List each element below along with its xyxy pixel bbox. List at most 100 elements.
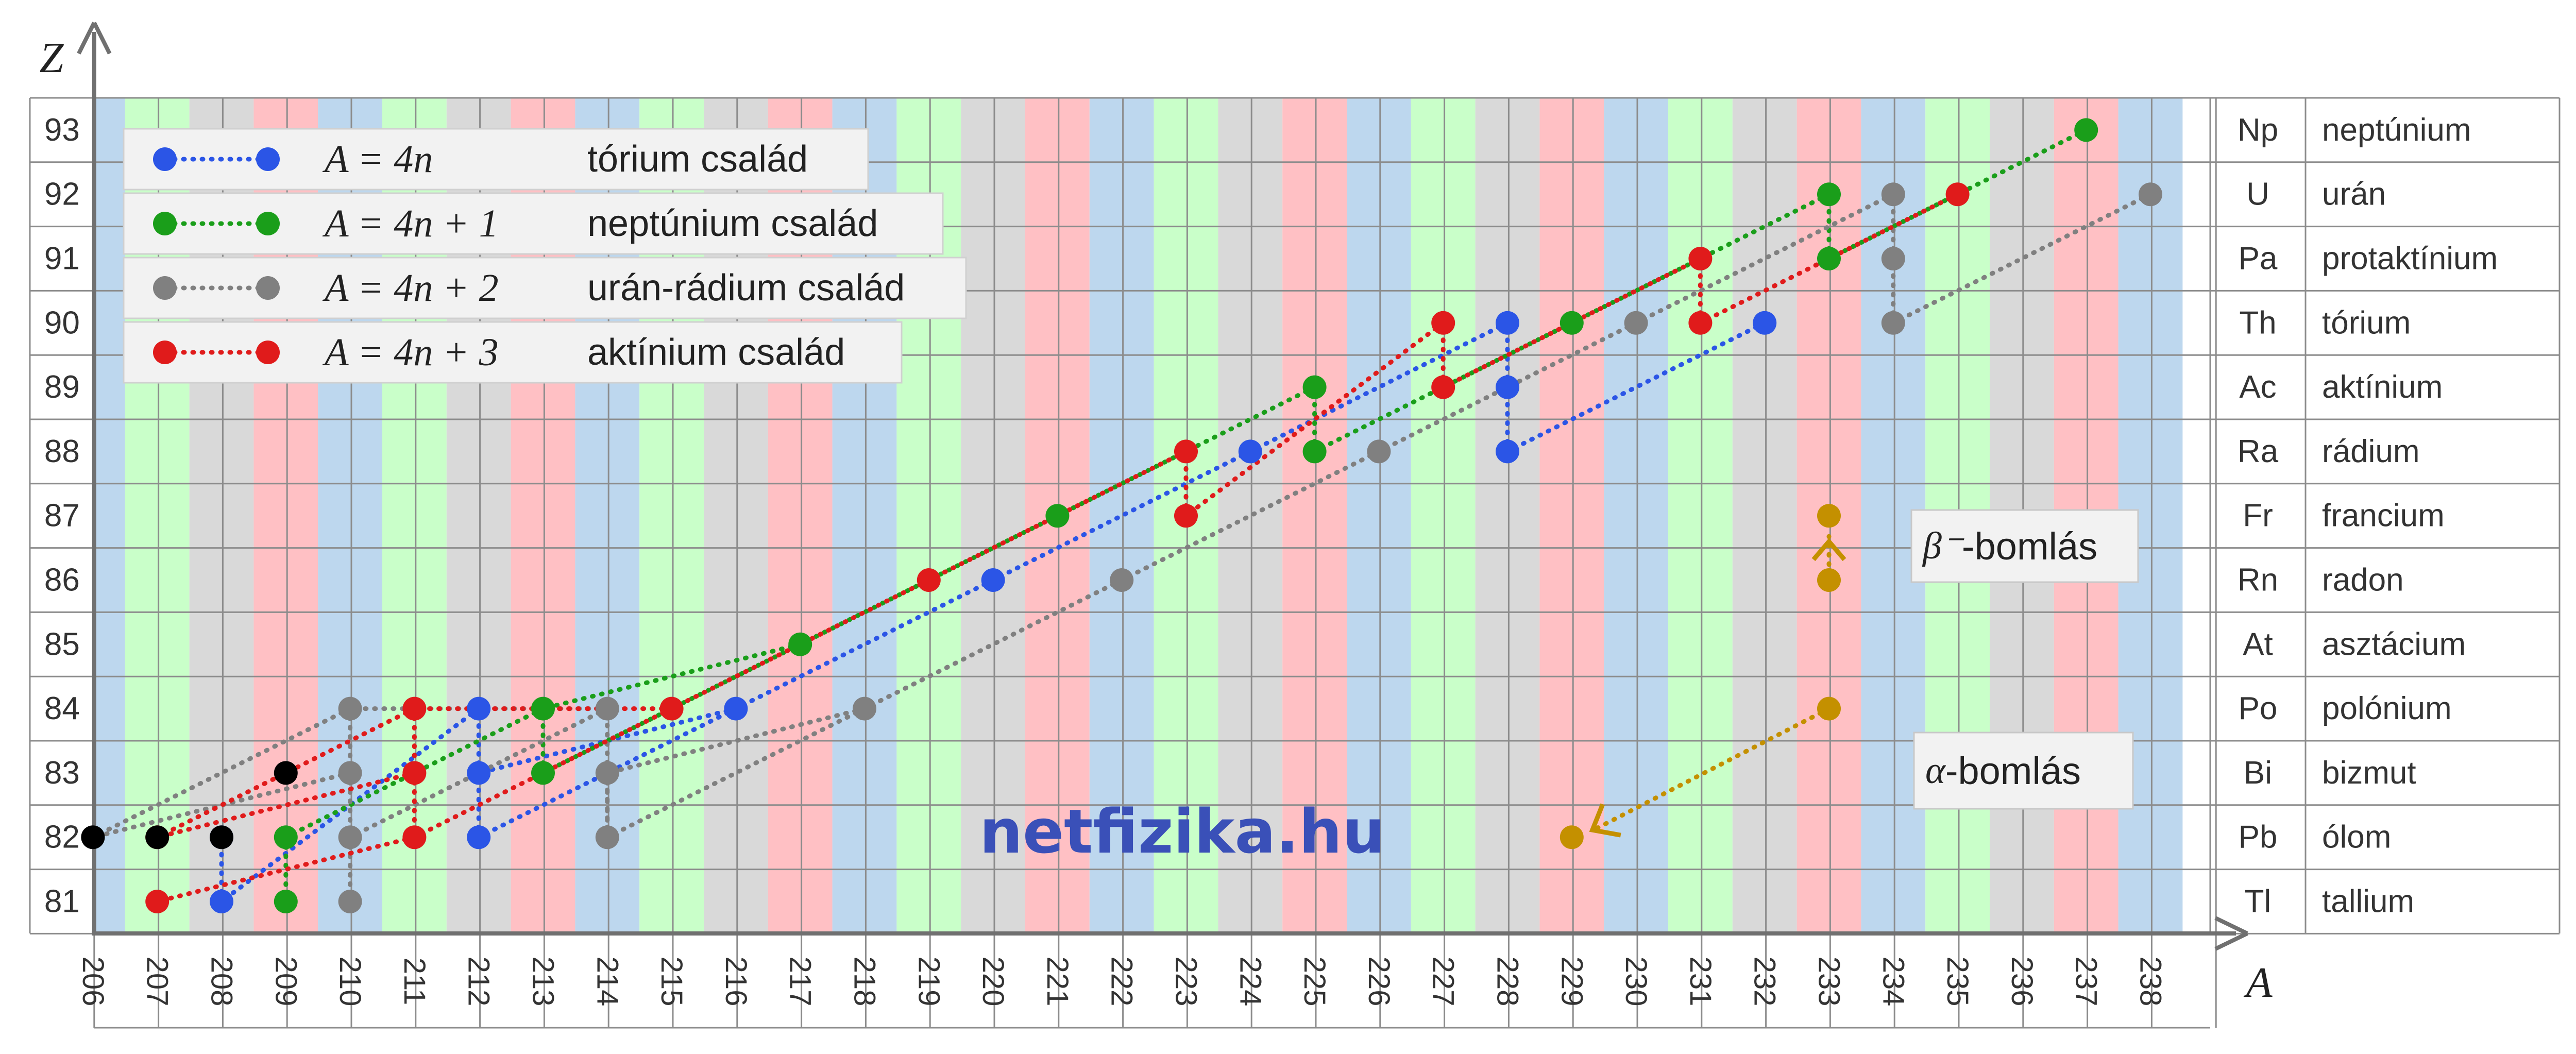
x-axis-label: A — [2243, 959, 2273, 1007]
element-name: neptúnium — [2322, 112, 2471, 148]
alpha-decay-link — [1891, 192, 2153, 326]
alpha-decay-box — [1913, 732, 2134, 810]
legend-entry-3: A = 4n + 3 aktínium család — [123, 321, 903, 384]
data-point — [338, 825, 362, 849]
x-tick-label: 217 — [784, 957, 817, 1007]
z-tick-label: 86 — [44, 563, 80, 598]
column-bg-231 — [1668, 98, 1733, 933]
alpha-decay-link — [1183, 320, 1446, 518]
x-tick-label: 228 — [1491, 957, 1524, 1007]
data-point — [788, 632, 812, 656]
alpha-decay-link — [1119, 449, 1381, 583]
alpha-decay-link — [605, 706, 867, 840]
element-name: urán — [2322, 177, 2386, 212]
x-tick-label: 224 — [1233, 957, 1267, 1007]
data-point — [402, 825, 427, 849]
beta-decay-link — [155, 835, 417, 904]
element-symbol: Fr — [2243, 498, 2273, 534]
watermark-text: netfizika.hu — [979, 796, 1385, 867]
data-point — [1945, 182, 1970, 207]
data-point — [724, 696, 748, 721]
column-bg-230 — [1604, 98, 1668, 933]
series-points-1 — [274, 118, 2098, 913]
data-point — [595, 825, 619, 849]
data-point — [1496, 439, 1519, 464]
element-symbol: Rn — [2238, 563, 2278, 598]
data-point — [531, 696, 555, 721]
column-bg-229 — [1539, 98, 1604, 933]
z-tick-label: 85 — [44, 626, 80, 662]
data-point — [1753, 311, 1777, 335]
data-point — [1817, 182, 1841, 207]
alpha-decay-link — [926, 449, 1189, 583]
element-name: bizmut — [2322, 755, 2416, 791]
x-tick-label: 215 — [655, 957, 688, 1007]
alpha-decay-link — [90, 706, 353, 840]
column-bg-222 — [1089, 98, 1154, 933]
element-name: radon — [2322, 563, 2404, 598]
x-tick-label: 227 — [1427, 957, 1460, 1007]
z-tick-label: 89 — [44, 369, 80, 405]
stable-endpoint-point — [274, 761, 298, 785]
y-axis-arrow — [77, 22, 112, 55]
alpha-decay-link — [1376, 320, 1639, 454]
data-point — [1174, 439, 1198, 464]
legend-formula: A = 4n + 2 — [322, 266, 499, 310]
element-symbol: Bi — [2244, 755, 2272, 791]
data-point — [402, 696, 427, 721]
data-points-layer — [81, 118, 2162, 913]
column-bg-226 — [1347, 98, 1411, 933]
element-symbol: Po — [2239, 691, 2278, 726]
data-point — [274, 890, 298, 913]
data-point — [338, 761, 362, 785]
x-tick-label: 221 — [1041, 957, 1074, 1007]
alpha-decay-label: α-bomlás — [1925, 750, 2081, 792]
x-tick-label: 223 — [1170, 957, 1203, 1007]
x-tick-label: 218 — [848, 957, 882, 1007]
data-point — [917, 568, 941, 592]
x-tick-label: 230 — [1619, 957, 1653, 1007]
alpha-decay-link — [991, 449, 1253, 583]
data-point — [595, 761, 619, 785]
data-point — [1238, 439, 1262, 464]
data-point — [1496, 375, 1519, 399]
legend-marker — [153, 276, 177, 300]
x-tick-label: 233 — [1812, 957, 1846, 1007]
element-symbol: Ac — [2239, 369, 2276, 405]
x-tick-label: 219 — [912, 957, 945, 1007]
x-tick-label: 220 — [976, 957, 1010, 1007]
legend-series-name: urán-rádium család — [587, 267, 905, 309]
legend-marker — [153, 341, 177, 364]
x-tick-label: 225 — [1298, 957, 1331, 1007]
element-symbol: Np — [2238, 112, 2278, 148]
column-bg-224 — [1218, 98, 1283, 933]
x-tick-label: 234 — [1876, 957, 1910, 1007]
data-point — [1560, 311, 1584, 335]
legend-marker — [256, 147, 280, 171]
data-point — [145, 890, 170, 913]
x-tick-label: 207 — [141, 957, 174, 1007]
data-point — [402, 761, 427, 785]
alpha-decay-link — [1505, 320, 1767, 454]
element-symbol: Tl — [2245, 884, 2272, 920]
data-point — [274, 825, 298, 849]
data-point — [1367, 439, 1391, 464]
legend-formula: A = 4n + 3 — [322, 331, 499, 374]
data-point — [1496, 311, 1519, 335]
data-point — [467, 696, 491, 721]
data-point — [1431, 311, 1455, 335]
legend-marker — [256, 276, 280, 300]
x-tick-label: 208 — [205, 957, 239, 1007]
legend-marker — [153, 147, 177, 171]
x-tick-label: 238 — [2134, 957, 2167, 1007]
legend-formula: A = 4n + 1 — [322, 202, 499, 245]
legend: A = 4n tórium család A = 4n + 1 neptúnium c… — [123, 128, 967, 384]
alpha-decay-link — [412, 706, 674, 840]
beta-example-point — [1817, 568, 1841, 592]
data-point — [1881, 311, 1905, 335]
alpha-decay-link — [155, 770, 417, 840]
x-tick-label: 211 — [398, 958, 431, 1005]
legend-marker — [153, 212, 177, 235]
legend-marker — [256, 212, 280, 235]
